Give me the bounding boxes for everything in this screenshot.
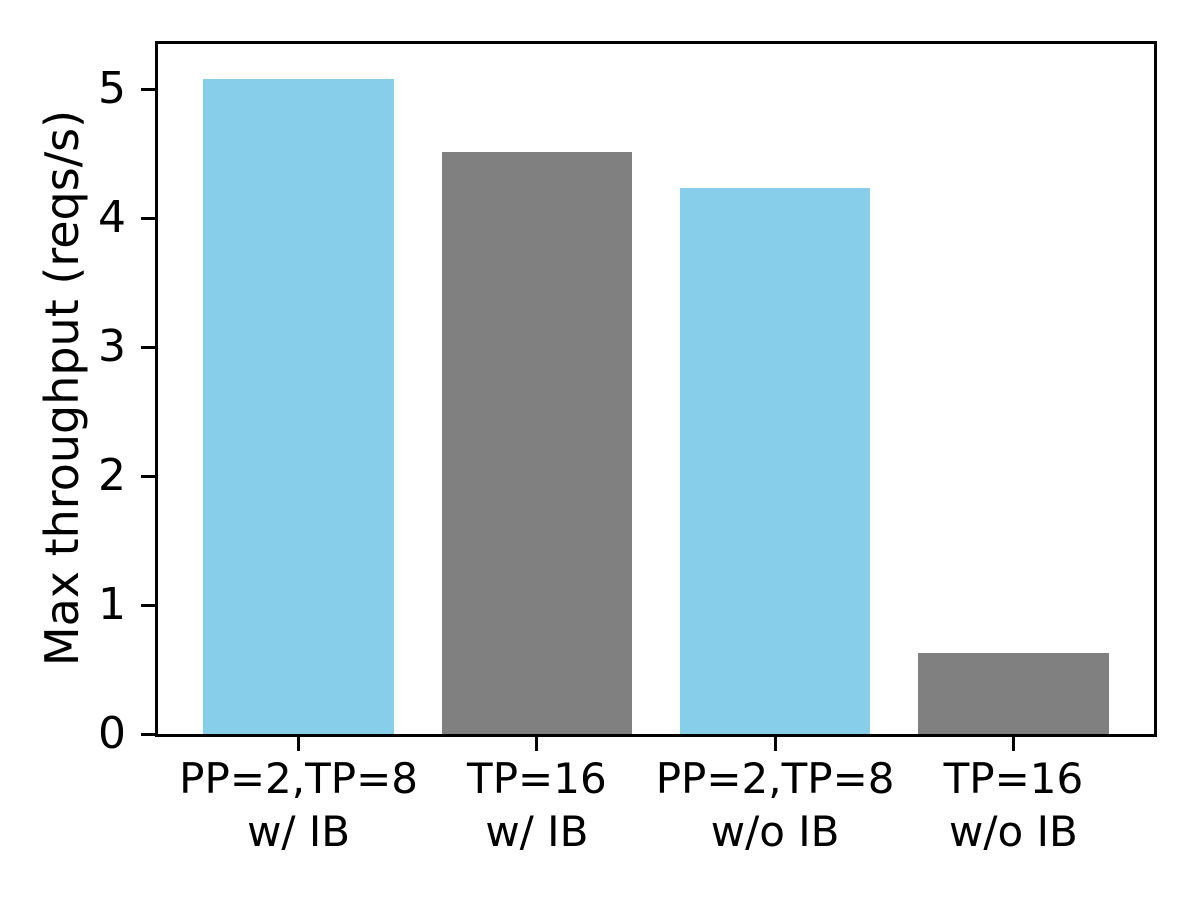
y-tick-label: 5 <box>98 63 126 115</box>
y-tick-label: 0 <box>98 708 126 759</box>
plot-area: PP=2,TP=8 w/ IB TP=16 w/ IB PP=2,TP=8 w/o … <box>98 41 1157 856</box>
y-tick-mark <box>141 216 155 220</box>
y-tick-mark <box>141 87 155 91</box>
x-tick-label: PP=2,TP=8 w/o IB <box>655 754 895 856</box>
x-tick-mark <box>1011 737 1015 751</box>
x-tick-label: TP=16 w/o IB <box>943 754 1084 856</box>
y-tick-mark <box>141 345 155 349</box>
bar-skyblue-2 <box>679 188 871 734</box>
x-tick-mark <box>297 737 301 751</box>
y-tick-mark <box>141 732 155 736</box>
y-tick-mark <box>141 474 155 478</box>
bar-gray-1 <box>441 152 633 734</box>
y-tick-mark <box>141 603 155 607</box>
bar-gray-3 <box>918 652 1109 734</box>
x-tick-mark <box>773 737 777 751</box>
x-tick-mark <box>535 737 539 751</box>
bar-skyblue-0 <box>203 78 394 734</box>
y-tick-label: 1 <box>98 579 126 631</box>
y-tick-label: 4 <box>98 192 126 244</box>
x-tick-label: PP=2,TP=8 w/ IB <box>179 754 418 856</box>
y-tick-label: 3 <box>98 321 126 373</box>
y-tick-label: 2 <box>98 450 126 502</box>
x-tick-label: TP=16 w/ IB <box>467 754 607 856</box>
